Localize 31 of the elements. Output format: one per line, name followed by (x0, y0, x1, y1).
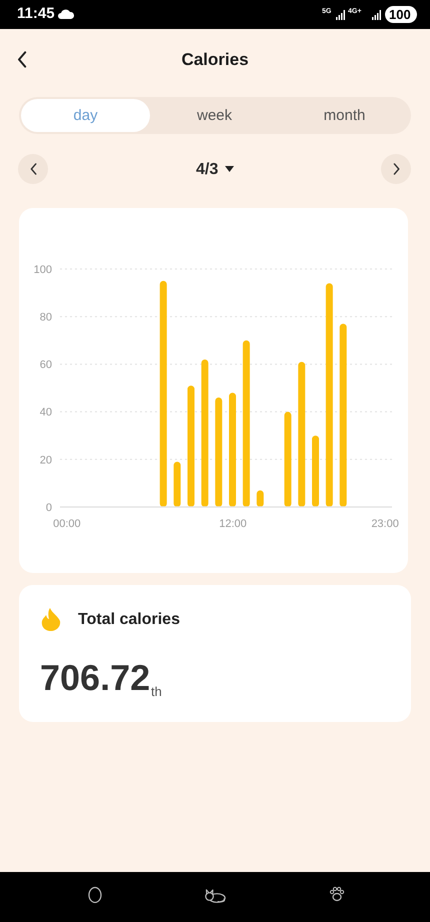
text: month (322, 106, 366, 125)
bar (312, 436, 319, 507)
text: 706.72 (40, 657, 150, 698)
y-tick-label: 20 (40, 454, 52, 466)
chart-title: Calories (180, 49, 250, 71)
bar (326, 283, 333, 507)
text: day (72, 106, 99, 125)
y-tick-label: 40 (40, 406, 52, 419)
text: week (196, 106, 234, 125)
bar (242, 340, 250, 507)
bar (284, 412, 292, 507)
x-tick-label: 00:00 (53, 518, 81, 530)
y-tick-label: 60 (40, 359, 52, 372)
y-tick-label: 100 (34, 264, 52, 276)
bar (188, 386, 194, 507)
bar (298, 362, 306, 507)
text: 100 (389, 7, 411, 22)
bar (174, 462, 181, 507)
bar (160, 280, 167, 507)
text: 11:45 (17, 5, 55, 23)
bar (215, 398, 222, 507)
text: 4/3 (196, 160, 218, 179)
text: th (151, 684, 162, 699)
bar (340, 324, 347, 507)
y-tick-label: 80 (40, 312, 52, 324)
bar (229, 392, 236, 507)
y-tick-label: 0 (46, 502, 52, 514)
bar (201, 359, 208, 507)
text: Total calories (78, 610, 180, 629)
x-tick-label: 12:00 (219, 518, 247, 530)
x-tick-label: 23:00 (371, 518, 399, 530)
